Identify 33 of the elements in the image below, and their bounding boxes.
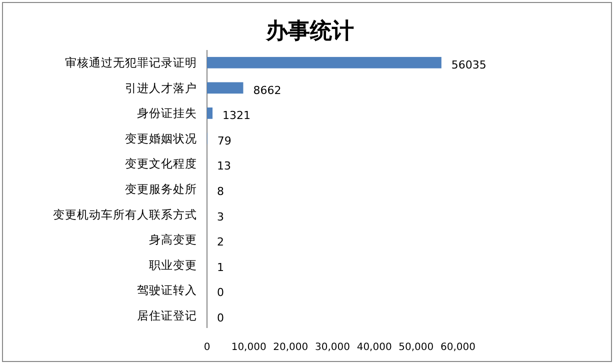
bar (207, 107, 213, 119)
y-tick-label: 职业变更 (149, 258, 197, 272)
data-label: 1321 (222, 109, 251, 122)
x-tick-label: 30,000 (315, 342, 350, 353)
bar (207, 82, 244, 94)
x-tick-label: 40,000 (356, 342, 392, 353)
bar (207, 56, 442, 68)
y-tick-label: 变更婚姻状况 (125, 131, 197, 146)
data-label: 0 (217, 286, 224, 300)
x-tick-label: 0 (204, 342, 210, 353)
y-tick-label: 引进人才落户 (125, 80, 197, 95)
data-label: 0 (217, 311, 224, 324)
y-tick-label: 身高变更 (149, 232, 197, 247)
y-tick-label: 变更文化程度 (125, 156, 197, 171)
data-label: 1 (217, 260, 224, 274)
x-tick-label: 10,000 (231, 342, 266, 353)
y-tick-label: 身份证挂失 (137, 106, 197, 120)
data-label: 8 (217, 185, 224, 198)
y-tick-label: 居住证登记 (137, 308, 197, 322)
data-label: 3 (217, 210, 224, 224)
chart-title: 办事统计 (265, 18, 354, 44)
data-label: 8662 (253, 84, 282, 97)
x-tick-label: 50,000 (398, 342, 434, 353)
y-tick-label: 变更机动车所有人联系方式 (53, 207, 197, 222)
x-tick-label: 20,000 (273, 342, 308, 353)
data-label: 2 (217, 236, 224, 249)
data-label: 79 (217, 134, 232, 148)
y-tick-label: 审核通过无犯罪记录证明 (65, 56, 197, 70)
data-label: 56035 (451, 58, 486, 72)
y-tick-label: 变更服务处所 (125, 182, 197, 196)
data-label: 13 (217, 160, 232, 173)
y-tick-label: 驾驶证转入 (137, 283, 197, 298)
x-tick-label: 60,000 (440, 342, 476, 353)
